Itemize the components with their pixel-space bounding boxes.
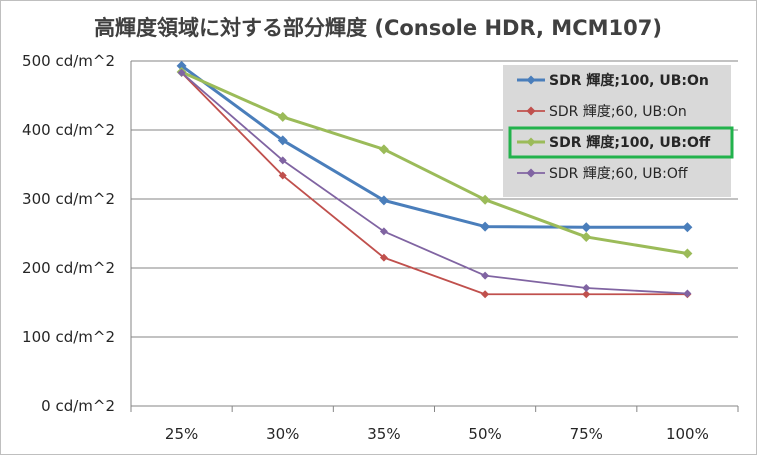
legend-label: SDR 輝度;60, UB:On [549, 104, 687, 120]
data-point [481, 290, 490, 299]
data-point [278, 171, 287, 180]
y-tick-label: 0 cd/m^2 [41, 397, 115, 415]
y-tick-label: 300 cd/m^2 [22, 190, 115, 208]
data-point [378, 195, 389, 206]
y-axis-ticks: 0 cd/m^2 100 cd/m^2 200 cd/m^2 300 cd/m^2 40… [22, 52, 115, 415]
data-point [582, 284, 591, 293]
data-point [278, 156, 287, 165]
y-tick-label: 100 cd/m^2 [22, 328, 115, 346]
legend-label: SDR 輝度;100, UB:Off [549, 134, 711, 151]
data-point [683, 289, 692, 298]
gridlines [130, 60, 739, 412]
x-axis-ticks: 25% 30% 35% 50% 75% 100% [165, 425, 709, 443]
data-point [277, 111, 288, 122]
x-tick-label: 100% [666, 425, 709, 443]
series-3 [176, 67, 693, 259]
data-point [480, 194, 491, 205]
legend-swatch-marker [526, 168, 536, 178]
data-point [379, 227, 388, 236]
legend-highlight-box [508, 126, 734, 159]
chart-title: 高輝度領域に対する部分輝度 (Console HDR, MCM107) [94, 16, 662, 40]
data-point [277, 135, 288, 146]
data-point [682, 248, 693, 259]
legend-item: SDR 輝度;60, UB:Off [517, 166, 688, 182]
series-line [180, 64, 688, 229]
y-tick-label: 500 cd/m^2 [22, 52, 115, 70]
data-point [480, 221, 491, 232]
x-tick-label: 50% [468, 425, 501, 443]
series-line [180, 70, 688, 255]
data-point [581, 222, 592, 233]
series-4 [177, 68, 692, 298]
x-tick-label: 30% [266, 425, 299, 443]
y-tick-label: 200 cd/m^2 [22, 259, 115, 277]
data-point [581, 231, 592, 242]
x-tick-label: 75% [570, 425, 603, 443]
legend-item: SDR 輝度;100, UB:Off [508, 126, 734, 159]
series-line [180, 72, 688, 296]
legend-swatch-marker [526, 106, 536, 116]
x-tick-label: 25% [165, 425, 198, 443]
data-point [582, 290, 591, 299]
legend: SDR 輝度;100, UB:On SDR 輝度;60, UB:On SDR 輝度;… [503, 65, 734, 197]
x-tick-label: 35% [367, 425, 400, 443]
data-point [378, 144, 389, 155]
legend-label: SDR 輝度;60, UB:Off [549, 166, 688, 182]
series-1 [176, 60, 693, 233]
legend-label: SDR 輝度;100, UB:On [549, 72, 709, 89]
legend-item: SDR 輝度;60, UB:On [517, 104, 687, 120]
data-point [177, 68, 186, 77]
series-group [176, 60, 693, 299]
legend-item: SDR 輝度;100, UB:On [517, 72, 709, 89]
legend-box [503, 65, 731, 197]
legend-swatch-marker [526, 75, 536, 85]
data-point [682, 222, 693, 233]
series-line [180, 72, 688, 295]
data-point [176, 60, 187, 71]
data-point [481, 271, 490, 280]
y-tick-label: 400 cd/m^2 [22, 121, 115, 139]
data-point [379, 253, 388, 262]
legend-swatch-marker [526, 137, 536, 147]
